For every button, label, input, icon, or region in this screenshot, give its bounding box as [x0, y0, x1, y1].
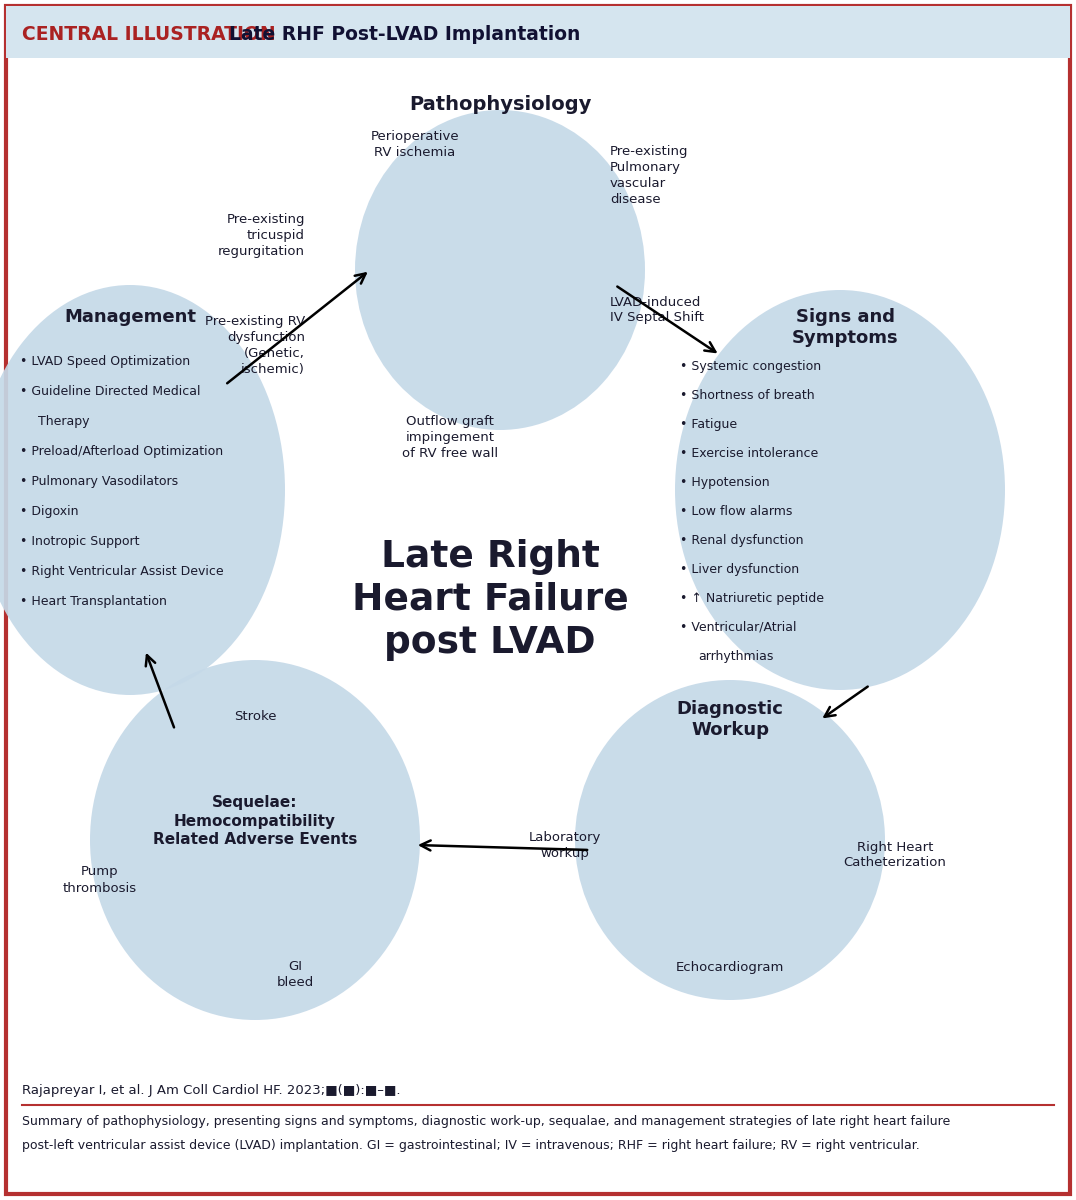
Text: • Shortness of breath: • Shortness of breath: [680, 389, 815, 402]
Text: • ↑ Natriuretic peptide: • ↑ Natriuretic peptide: [680, 592, 824, 605]
Ellipse shape: [575, 680, 884, 1000]
Ellipse shape: [0, 284, 285, 695]
Text: Pre-existing
Pulmonary
vascular
disease: Pre-existing Pulmonary vascular disease: [610, 145, 689, 206]
Text: • LVAD Speed Optimization: • LVAD Speed Optimization: [20, 355, 190, 368]
Text: post-left ventricular assist device (LVAD) implantation. GI = gastrointestinal; : post-left ventricular assist device (LVA…: [22, 1139, 920, 1152]
Text: Pre-existing RV
dysfunction
(Genetic,
ischemic): Pre-existing RV dysfunction (Genetic, is…: [204, 314, 305, 376]
Text: Perioperative
RV ischemia: Perioperative RV ischemia: [371, 130, 459, 158]
Text: Rajapreyar I, et al. J Am Coll Cardiol HF. 2023;■(■):■–■.: Rajapreyar I, et al. J Am Coll Cardiol H…: [22, 1084, 400, 1097]
Text: Late RHF Post-LVAD Implantation: Late RHF Post-LVAD Implantation: [229, 24, 580, 43]
Text: • Guideline Directed Medical: • Guideline Directed Medical: [20, 385, 200, 398]
Text: Therapy: Therapy: [38, 415, 89, 428]
Text: • Liver dysfunction: • Liver dysfunction: [680, 563, 799, 576]
Text: Management: Management: [63, 308, 196, 326]
Text: Sequelae:
Hemocompatibility
Related Adverse Events: Sequelae: Hemocompatibility Related Adve…: [153, 794, 357, 847]
Text: • Systemic congestion: • Systemic congestion: [680, 360, 821, 373]
Text: Late Right
Heart Failure
post LVAD: Late Right Heart Failure post LVAD: [352, 539, 628, 661]
Text: Signs and
Symptoms: Signs and Symptoms: [792, 308, 898, 347]
Text: GI
bleed: GI bleed: [277, 960, 313, 990]
Ellipse shape: [675, 290, 1005, 690]
Text: Outflow graft
impingement
of RV free wall: Outflow graft impingement of RV free wal…: [402, 415, 498, 460]
Text: Summary of pathophysiology, presenting signs and symptoms, diagnostic work-up, s: Summary of pathophysiology, presenting s…: [22, 1115, 950, 1128]
Text: • Inotropic Support: • Inotropic Support: [20, 535, 140, 548]
Text: Pre-existing
tricuspid
regurgitation: Pre-existing tricuspid regurgitation: [218, 212, 305, 258]
Text: Pump
thrombosis: Pump thrombosis: [62, 865, 137, 894]
Text: • Exercise intolerance: • Exercise intolerance: [680, 446, 818, 460]
Text: Diagnostic
Workup: Diagnostic Workup: [677, 700, 783, 739]
Text: • Renal dysfunction: • Renal dysfunction: [680, 534, 804, 547]
Text: arrhythmias: arrhythmias: [698, 650, 774, 662]
Ellipse shape: [90, 660, 420, 1020]
Text: Pathophysiology: Pathophysiology: [409, 95, 591, 114]
Text: Stroke: Stroke: [233, 710, 277, 722]
Text: Right Heart
Catheterization: Right Heart Catheterization: [844, 840, 947, 870]
Text: • Ventricular/Atrial: • Ventricular/Atrial: [680, 622, 796, 634]
Text: Echocardiogram: Echocardiogram: [676, 961, 784, 974]
FancyBboxPatch shape: [6, 6, 1070, 1194]
Text: Laboratory
workup: Laboratory workup: [528, 830, 601, 859]
Text: • Low flow alarms: • Low flow alarms: [680, 505, 792, 518]
Text: CENTRAL ILLUSTRATION: CENTRAL ILLUSTRATION: [22, 24, 275, 43]
Text: • Pulmonary Vasodilators: • Pulmonary Vasodilators: [20, 475, 179, 488]
Text: • Hypotension: • Hypotension: [680, 476, 769, 490]
Text: • Digoxin: • Digoxin: [20, 505, 79, 518]
Text: LVAD-induced
IV Septal Shift: LVAD-induced IV Septal Shift: [610, 295, 704, 324]
Text: • Heart Transplantation: • Heart Transplantation: [20, 595, 167, 608]
Bar: [6, 6, 1070, 58]
Ellipse shape: [355, 110, 645, 430]
Text: • Right Ventricular Assist Device: • Right Ventricular Assist Device: [20, 565, 224, 578]
Text: • Preload/Afterload Optimization: • Preload/Afterload Optimization: [20, 445, 223, 458]
Text: • Fatigue: • Fatigue: [680, 418, 737, 431]
